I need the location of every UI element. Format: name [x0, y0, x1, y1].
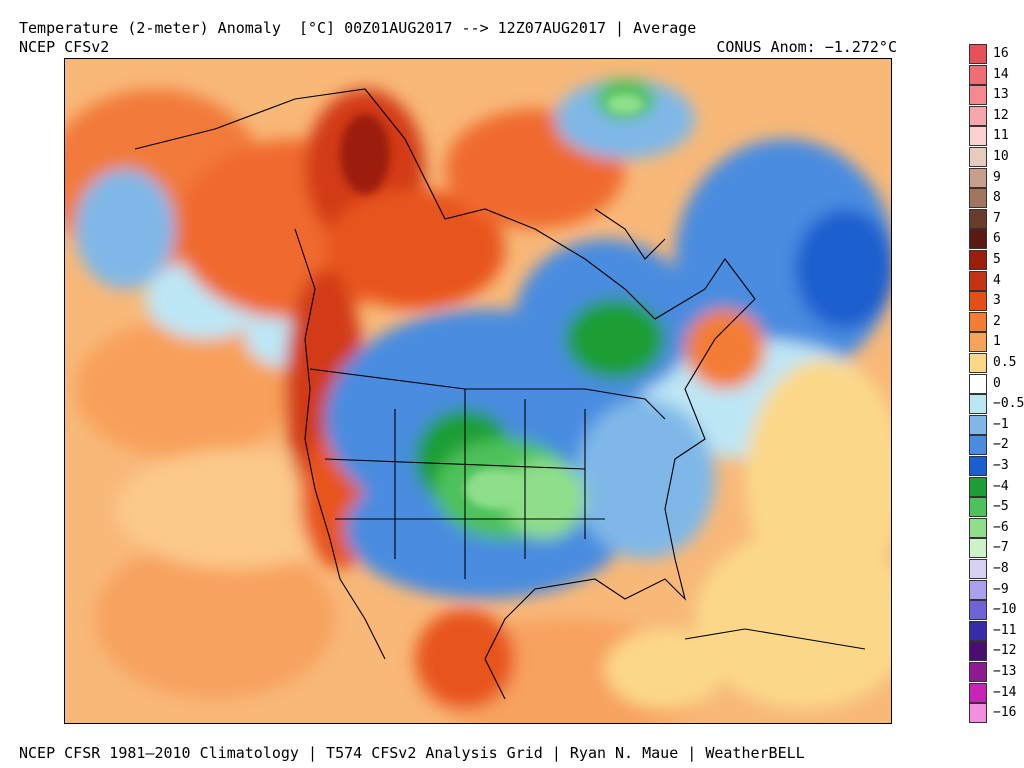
- legend-swatch: [969, 64, 987, 85]
- legend-swatch: [969, 373, 987, 394]
- legend-swatch: [969, 517, 987, 538]
- legend-swatch: [969, 147, 987, 167]
- legend-swatch: [969, 44, 987, 64]
- legend-label: −5: [993, 499, 1009, 515]
- legend-label: −4: [993, 478, 1009, 494]
- legend-label: −9: [993, 581, 1009, 597]
- legend-swatch: [969, 353, 987, 373]
- legend-label: −16: [993, 705, 1017, 721]
- legend-swatch: [969, 497, 987, 518]
- legend-label: 4: [993, 272, 1001, 288]
- legend-label: 16: [993, 46, 1009, 61]
- legend-label: 10: [993, 149, 1009, 164]
- legend-label: −6: [993, 519, 1009, 535]
- legend-label: 9: [993, 169, 1001, 185]
- legend-label: −0.5: [993, 396, 1024, 412]
- legend-swatch: [969, 703, 987, 724]
- legend-swatch: [969, 332, 987, 353]
- conus-anomaly-label: CONUS Anom: −1.272°C: [716, 38, 897, 56]
- legend-swatch: [969, 394, 987, 415]
- attribution-footer: NCEP CFSR 1981–2010 Climatology | T574 C…: [19, 744, 805, 762]
- legend-label: 2: [993, 313, 1001, 329]
- legend-swatch: [969, 85, 987, 106]
- legend-swatch: [969, 476, 987, 497]
- legend-label: 8: [993, 190, 1001, 206]
- legend-label: −2: [993, 437, 1009, 453]
- legend-swatch: [969, 579, 987, 600]
- legend-label: −11: [993, 622, 1017, 638]
- anomaly-map: [64, 58, 892, 724]
- legend-swatch: [969, 456, 987, 476]
- legend-label: −12: [993, 643, 1017, 659]
- legend-label: 13: [993, 87, 1009, 103]
- legend-label: 14: [993, 66, 1009, 82]
- map-title: Temperature (2-meter) Anomaly [°C] 00Z01…: [19, 19, 697, 37]
- legend-swatch: [969, 538, 987, 559]
- legend-label: 3: [993, 293, 1001, 309]
- legend-swatch: [969, 641, 987, 662]
- legend-label: 12: [993, 107, 1009, 123]
- legend-swatch: [969, 167, 987, 188]
- legend-label: 0: [993, 375, 1001, 391]
- legend-swatch: [969, 188, 987, 209]
- legend-swatch: [969, 126, 987, 147]
- legend-swatch: [969, 414, 987, 435]
- model-label: NCEP CFSv2: [19, 38, 110, 56]
- legend-swatch: [969, 270, 987, 291]
- legend-label: −14: [993, 684, 1017, 700]
- legend-label: 0.5: [993, 355, 1017, 370]
- legend-label: −7: [993, 540, 1009, 556]
- legend-label: −8: [993, 561, 1009, 576]
- legend-swatch: [969, 291, 987, 312]
- legend-swatch: [969, 620, 987, 641]
- legend-label: 6: [993, 231, 1001, 247]
- legend-label: 1: [993, 334, 1001, 350]
- legend-swatch: [969, 250, 987, 270]
- coastline-outline: [134, 88, 866, 700]
- legend-label: 5: [993, 252, 1001, 267]
- legend-label: −13: [993, 664, 1017, 679]
- legend-swatch: [969, 662, 987, 682]
- legend-swatch: [969, 559, 987, 579]
- legend-swatch: [969, 311, 987, 332]
- anomaly-map-graphic: [65, 59, 891, 723]
- legend-swatch: [969, 682, 987, 703]
- legend-label: −1: [993, 416, 1009, 432]
- legend-label: 11: [993, 128, 1009, 144]
- legend-label: −3: [993, 458, 1009, 473]
- legend-swatch: [969, 208, 987, 229]
- legend-swatch: [969, 105, 987, 126]
- legend-swatch: [969, 229, 987, 250]
- legend-label: −10: [993, 602, 1017, 618]
- legend-swatch: [969, 435, 987, 456]
- legend-label: 7: [993, 210, 1001, 226]
- legend-swatch: [969, 600, 987, 621]
